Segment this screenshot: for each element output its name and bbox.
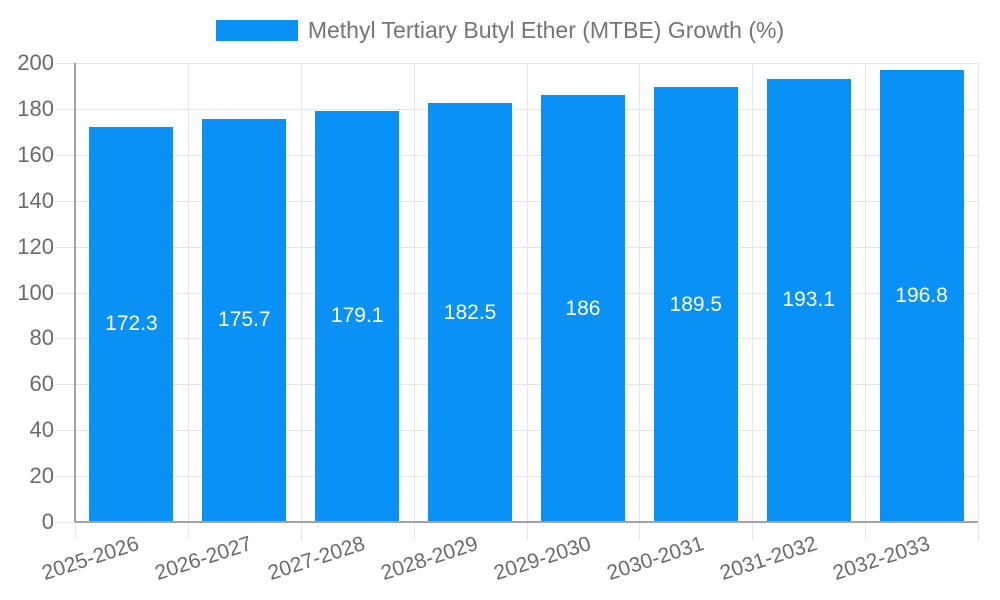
bar-value-label: 182.5 xyxy=(443,300,497,324)
h-gridline xyxy=(75,200,978,202)
y-tick-label: 60 xyxy=(29,371,54,397)
h-gridline xyxy=(75,384,978,386)
h-gridline xyxy=(75,430,978,432)
bar-value-label: 189.5 xyxy=(669,292,723,316)
y-tick-label: 140 xyxy=(17,187,54,213)
bar[interactable] xyxy=(202,118,286,522)
v-gridline xyxy=(639,63,640,540)
legend-label: Methyl Tertiary Butyl Ether (MTBE) Growt… xyxy=(307,17,785,43)
bar-value-label: 175.7 xyxy=(218,308,271,332)
y-tick-mark xyxy=(56,154,75,156)
h-gridline xyxy=(75,338,978,340)
v-gridline xyxy=(414,63,415,540)
y-tick-mark xyxy=(56,200,75,202)
chart-legend[interactable]: Methyl Tertiary Butyl Ether (MTBE) Growt… xyxy=(0,17,1000,43)
h-gridline xyxy=(75,108,978,110)
h-gridline xyxy=(75,63,978,64)
y-tick-label: 200 xyxy=(17,50,54,75)
bar[interactable] xyxy=(767,78,851,522)
y-tick-label: 80 xyxy=(29,325,54,351)
y-tick-mark xyxy=(56,63,75,64)
x-axis-line xyxy=(75,521,978,523)
h-gridline xyxy=(75,292,978,294)
v-gridline xyxy=(978,63,979,540)
y-tick-mark xyxy=(56,430,75,432)
y-tick-mark xyxy=(56,108,75,110)
bar[interactable] xyxy=(428,103,512,522)
v-gridline xyxy=(865,63,866,540)
bar-value-label: 179.1 xyxy=(330,304,384,328)
y-axis-line xyxy=(74,63,76,522)
y-tick-label: 20 xyxy=(29,463,54,489)
y-tick-mark xyxy=(56,476,75,478)
legend-swatch xyxy=(215,20,298,42)
bar-value-label: 172.3 xyxy=(105,312,158,336)
bar[interactable] xyxy=(89,126,173,522)
y-tick-label: 40 xyxy=(29,417,54,443)
v-gridline xyxy=(752,63,753,540)
y-tick-label: 180 xyxy=(17,95,54,121)
bar[interactable] xyxy=(654,87,738,522)
y-tick-mark xyxy=(56,292,75,294)
y-tick-mark xyxy=(56,338,75,340)
y-tick-mark xyxy=(56,246,75,248)
y-tick-label: 120 xyxy=(17,233,54,259)
y-tick-label: 160 xyxy=(17,141,54,167)
v-gridline xyxy=(188,63,189,540)
bar-value-label: 193.1 xyxy=(782,288,835,312)
y-tick-mark xyxy=(56,384,75,386)
bar[interactable] xyxy=(315,110,399,522)
y-tick-mark xyxy=(56,522,75,523)
bar[interactable] xyxy=(541,95,625,522)
bar[interactable] xyxy=(880,70,964,522)
h-gridline xyxy=(75,246,978,248)
bar-value-label: 186 xyxy=(565,296,601,320)
v-gridline xyxy=(301,63,302,540)
v-gridline xyxy=(527,63,528,540)
h-gridline xyxy=(75,476,978,478)
y-tick-label: 100 xyxy=(17,279,54,305)
h-gridline xyxy=(75,154,978,156)
bar-value-label: 196.8 xyxy=(895,284,948,308)
y-tick-label: 0 xyxy=(41,509,54,534)
